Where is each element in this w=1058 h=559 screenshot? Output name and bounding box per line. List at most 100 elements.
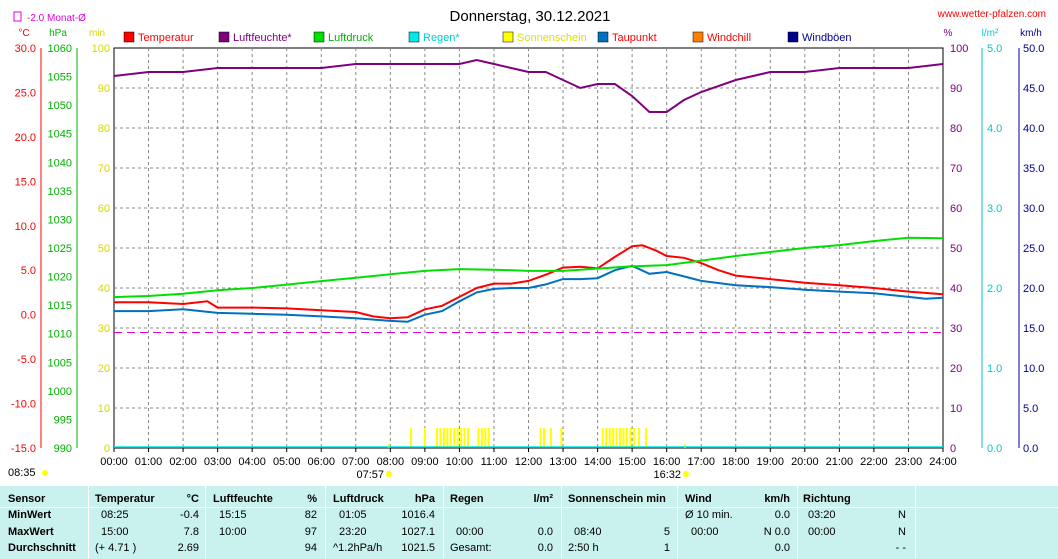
pressure-tick-label: 1000 xyxy=(48,386,72,398)
table-header-humidity: Luftfeuchte xyxy=(213,493,273,505)
sun_minutes-tick-label: 80 xyxy=(98,123,110,135)
x-tick-label: 05:00 xyxy=(273,456,301,468)
legend-label: Taupunkt xyxy=(612,32,657,44)
table-value-humidity: 97 xyxy=(304,526,317,538)
rain-tick-label: 5.0 xyxy=(987,43,1002,55)
legend-swatch xyxy=(502,31,514,43)
chart-title: Donnerstag, 30.12.2021 xyxy=(450,8,611,25)
table-header-divider xyxy=(0,507,1058,508)
table-time-sunshine: 08:40 xyxy=(574,526,602,538)
table-value-wind: 0.0 xyxy=(774,542,790,554)
sunshine-bar xyxy=(456,428,459,447)
sunshine-bar xyxy=(622,428,625,447)
sunshine-bar xyxy=(612,428,615,447)
temperature-tick-label: 0.0 xyxy=(21,310,36,322)
table-unit-pressure: hPa xyxy=(414,493,435,505)
table-row-label: MinWert xyxy=(8,509,52,521)
humidity-tick-label: 60 xyxy=(950,203,962,215)
sunshine-bar xyxy=(477,428,480,447)
table-time-pressure: 23:20 xyxy=(339,526,367,538)
table-value-temperature: -0.4 xyxy=(180,509,199,521)
x-tick-label: 17:00 xyxy=(687,456,715,468)
x-tick-label: 03:00 xyxy=(204,456,232,468)
wind-tick-label: 20.0 xyxy=(1023,283,1044,295)
x-tick-label: 11:00 xyxy=(481,456,508,468)
stats-table xyxy=(0,486,1058,559)
humidity-tick-label: 70 xyxy=(950,163,962,175)
x-tick-label: 13:00 xyxy=(549,456,577,468)
humidity-tick-label: 90 xyxy=(950,83,962,95)
sun_minutes-tick-label: 90 xyxy=(98,83,110,95)
pressure-tick-label: 1030 xyxy=(48,214,72,226)
x-tick-label: 04:00 xyxy=(238,456,266,468)
wind-tick-label: 25.0 xyxy=(1023,243,1044,255)
table-value-humidity: 94 xyxy=(304,542,317,554)
table-value-temperature: 7.8 xyxy=(183,526,199,538)
table-value-pressure: 1027.1 xyxy=(401,526,435,538)
table-divider xyxy=(561,486,562,559)
table-value-sunshine: 1 xyxy=(663,542,670,554)
table-divider xyxy=(325,486,326,559)
humidity-tick-label: 100 xyxy=(950,43,968,55)
table-header-temperature: Temperatur xyxy=(95,493,155,505)
table-value-wind: 0.0 xyxy=(774,509,790,521)
x-tick-label: 10:00 xyxy=(446,456,474,468)
pressure-tick-label: 1010 xyxy=(48,329,72,341)
sunshine-bar xyxy=(480,428,483,447)
legend-swatch xyxy=(123,31,135,43)
sun_minutes-tick-label: 40 xyxy=(98,283,110,295)
humidity-tick-label: 20 xyxy=(950,363,962,375)
sunshine-bar xyxy=(605,428,608,447)
table-header-sunshine: Sonnenschein min xyxy=(568,493,666,505)
table-header-wind: Wind xyxy=(685,493,712,505)
humidity-tick-label: 30 xyxy=(950,323,962,335)
sun_minutes-tick-label: 50 xyxy=(98,243,110,255)
wind-tick-label: 40.0 xyxy=(1023,123,1044,135)
table-row-label: Durchschnitt xyxy=(8,542,76,554)
pressure-tick-label: 1050 xyxy=(48,100,72,112)
legend-swatch xyxy=(692,31,704,43)
sunshine-bar xyxy=(629,428,632,447)
sun_minutes-tick-label: 100 xyxy=(92,43,110,55)
pressure-tick-label: 1025 xyxy=(48,243,72,255)
table-value-wind: N 0.0 xyxy=(763,526,790,538)
legend-label: Luftdruck xyxy=(328,32,374,44)
x-tick-label: 02:00 xyxy=(169,456,197,468)
sunshine-bar xyxy=(410,428,413,447)
humidity-tick-label: 0 xyxy=(950,443,956,455)
legend-swatch xyxy=(313,31,325,43)
table-time-wind: 00:00 xyxy=(691,526,719,538)
sunshine-bar xyxy=(467,428,470,447)
x-tick-label: 14:00 xyxy=(584,456,612,468)
sunshine-bar xyxy=(435,428,438,447)
sunshine-bar xyxy=(625,428,628,447)
rain-tick-label: 4.0 xyxy=(987,123,1002,135)
x-tick-label: 09:00 xyxy=(411,456,439,468)
x-tick-label: 16:00 xyxy=(653,456,681,468)
table-unit-temperature: °C xyxy=(186,493,199,505)
sun-icon xyxy=(42,470,48,476)
table-value-temperature: 2.69 xyxy=(177,542,199,554)
x-tick-label: 06:00 xyxy=(307,456,335,468)
sunshine-bar xyxy=(423,428,426,447)
wind-tick-label: 30.0 xyxy=(1023,203,1044,215)
sun_minutes-tick-label: 10 xyxy=(98,403,110,415)
series-line-temperatur xyxy=(114,244,944,320)
x-tick-label: 18:00 xyxy=(722,456,750,468)
sunshine-bar xyxy=(632,428,635,447)
pressure-tick-label: 1005 xyxy=(48,357,72,369)
sunshine-bar xyxy=(619,428,622,447)
table-value-humidity: 82 xyxy=(304,509,317,521)
x-tick-label: 22:00 xyxy=(860,456,888,468)
x-tick-label: 21:00 xyxy=(826,456,854,468)
x-tick-label: 24:00 xyxy=(929,456,957,468)
humidity-tick-label: 10 xyxy=(950,403,962,415)
sunshine-bar xyxy=(608,428,611,447)
chart-axes: 00:00 01:00 02:00 03:00 04:00 05:00 06:00 07:00… xyxy=(8,28,1044,481)
sunset-icon xyxy=(683,471,689,477)
x-tick-label: 01:00 xyxy=(135,456,163,468)
pressure-tick-label: 995 xyxy=(54,414,72,426)
series-line-taupunkt xyxy=(114,264,944,323)
table-header-direction: Richtung xyxy=(803,493,851,505)
table-time-pressure: 01:05 xyxy=(339,509,367,521)
